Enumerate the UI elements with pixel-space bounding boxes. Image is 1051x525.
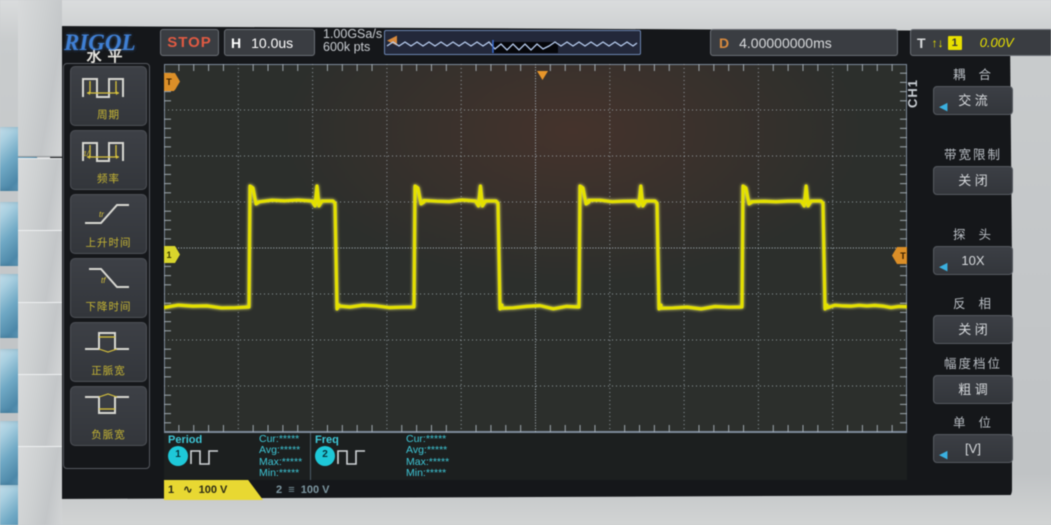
svg-text:tf: tf	[101, 276, 106, 285]
svg-text:1: 1	[166, 250, 171, 260]
svg-text:T: T	[166, 77, 172, 87]
svg-text:tr: tr	[99, 210, 104, 219]
svg-text:T: T	[900, 251, 906, 261]
